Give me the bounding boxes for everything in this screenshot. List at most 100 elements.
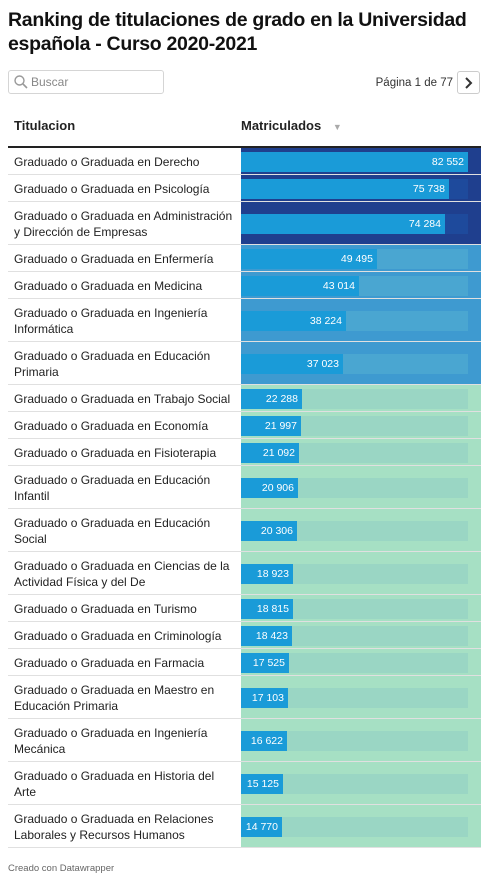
table-row: Graduado o Graduada en Derecho 82 552 [8,148,481,175]
chart-title: Ranking de titulaciones de grado en la U… [8,9,467,55]
row-value-cell: 43 014 [241,272,481,298]
row-value-cell: 38 224 [241,299,481,341]
row-titulacion: Graduado o Graduada en Trabajo Social [14,391,231,406]
bar [241,248,377,269]
row-titulacion: Graduado o Graduada en Turismo [14,601,197,616]
bar-track [241,816,468,837]
bar-value-label: 16 622 [250,734,283,747]
bar-track [241,687,468,708]
sort-desc-icon: ▼ [332,121,342,132]
row-titulacion: Graduado o Graduada en Medicina [14,278,203,293]
table-row: Graduado o Graduada en Enfermería 49 495 [8,245,481,272]
bar-value-label: 43 014 [322,279,355,292]
bar [241,773,283,794]
row-value-cell: 20 906 [241,466,481,508]
row-titulacion: Graduado o Graduada en Fisioterapia [14,445,217,460]
bar-value-label: 49 495 [340,252,373,265]
table-row: Graduado o Graduada en Psicología 75 738 [8,175,481,202]
row-titulacion: Graduado o Graduada en Farmacia [14,655,205,670]
bar-value-label: 17 103 [251,691,284,704]
bar-value-label: 18 923 [256,567,289,580]
search-icon [13,74,29,90]
next-page-button[interactable] [457,71,480,94]
table-row: Graduado o Graduada en Economía 21 997 [8,412,481,439]
table-row: Graduado o Graduada en Educación Social 2… [8,509,481,552]
row-titulacion: Graduado o Graduada en Enfermería [14,251,214,266]
bar-value-label: 20 906 [261,481,294,494]
table-row: Graduado o Graduada en Relaciones Labora… [8,805,481,848]
bar [241,625,292,646]
table-row: Graduado o Graduada en Farmacia 17 525 [8,649,481,676]
footer-credit: Creado con Datawrapper [8,863,115,874]
row-titulacion: Graduado o Graduada en Relaciones Labora… [14,811,214,842]
bar-value-label: 14 770 [245,820,278,833]
bar [241,598,293,619]
search-box[interactable] [8,70,164,94]
row-value-cell: 17 525 [241,649,481,675]
row-value-cell: 18 815 [241,595,481,621]
bar-track [241,730,468,751]
bar-value-label: 18 423 [255,629,288,642]
bar [241,687,288,708]
table-row: Graduado o Graduada en Criminología 18 42… [8,622,481,649]
row-value-cell: 17 103 [241,676,481,718]
bar-value-label: 37 023 [306,357,339,370]
bar-value-label: 75 738 [412,182,445,195]
row-titulacion: Graduado o Graduada en Ciencias de la Ac… [14,558,230,589]
row-titulacion: Graduado o Graduada en Derecho [14,154,200,169]
bar-track [241,625,468,646]
table-row: Graduado o Graduada en Maestro en Educac… [8,676,481,719]
table-row: Graduado o Graduada en Ingeniería Inform… [8,299,481,342]
row-value-cell: 18 423 [241,622,481,648]
bar [241,415,301,436]
search-input[interactable] [31,73,159,91]
row-value-cell: 49 495 [241,245,481,271]
pagination-label: Página 1 de 77 [375,77,453,89]
bar [241,151,468,172]
row-value-cell: 21 997 [241,412,481,438]
bar [241,275,359,296]
row-value-cell: 15 125 [241,762,481,804]
row-value-cell: 21 092 [241,439,481,465]
bar-value-label: 38 224 [309,314,342,327]
bar [241,442,299,463]
row-value-cell: 74 284 [241,202,481,244]
row-titulacion: Graduado o Graduada en Educación Infanti… [14,472,211,503]
bar [241,730,287,751]
chevron-right-icon [465,77,473,89]
header-divider [8,146,481,148]
bar-value-label: 82 552 [431,155,464,168]
table-row: Graduado o Graduada en Administración y … [8,202,481,245]
bar [241,652,289,673]
bar [241,353,343,374]
bar-track [241,652,468,673]
bar-value-label: 21 092 [262,446,295,459]
row-titulacion: Graduado o Graduada en Administración y … [14,208,233,239]
bar [241,816,282,837]
row-titulacion: Graduado o Graduada en Ingeniería Mecáni… [14,725,208,756]
row-titulacion: Graduado o Graduada en Educación Social [14,515,211,546]
table-row: Graduado o Graduada en Historia del Arte… [8,762,481,805]
column-header-matriculados[interactable]: Matriculados ▼ [241,118,342,146]
column-header-matriculados-label: Matriculados [241,118,322,133]
bar-track [241,598,468,619]
table-row: Graduado o Graduada en Ingeniería Mecáni… [8,719,481,762]
bar [241,520,297,541]
row-value-cell: 75 738 [241,175,481,201]
row-titulacion: Graduado o Graduada en Criminología [14,628,222,643]
row-titulacion: Graduado o Graduada en Maestro en Educac… [14,682,215,713]
row-titulacion: Graduado o Graduada en Educación Primari… [14,348,211,379]
bar [241,213,445,234]
bar-track [241,563,468,584]
bar [241,178,449,199]
table-row: Graduado o Graduada en Ciencias de la Ac… [8,552,481,595]
table-row: Graduado o Graduada en Educación Infanti… [8,466,481,509]
table-row: Graduado o Graduada en Educación Primari… [8,342,481,385]
table-row: Graduado o Graduada en Fisioterapia 21 09… [8,439,481,466]
column-header-titulacion[interactable]: Titulacion [14,118,76,133]
bar-value-label: 74 284 [408,217,441,230]
row-titulacion: Graduado o Graduada en Psicología [14,181,210,196]
bar-track [241,773,468,794]
bar-value-label: 20 306 [260,524,293,537]
table-row: Graduado o Graduada en Turismo 18 815 [8,595,481,622]
